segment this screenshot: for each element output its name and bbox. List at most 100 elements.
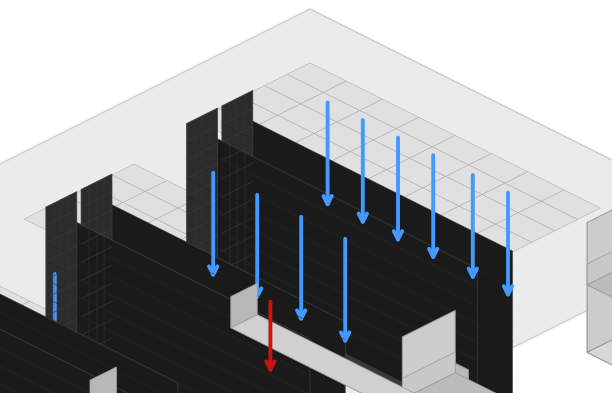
Polygon shape	[222, 272, 543, 393]
Polygon shape	[364, 170, 423, 199]
Polygon shape	[187, 290, 508, 393]
Polygon shape	[255, 115, 314, 145]
Polygon shape	[299, 301, 354, 329]
Polygon shape	[0, 9, 612, 393]
Polygon shape	[46, 374, 341, 393]
Polygon shape	[0, 290, 143, 393]
Polygon shape	[46, 197, 101, 224]
Polygon shape	[211, 279, 266, 307]
Polygon shape	[409, 147, 469, 176]
Polygon shape	[541, 190, 600, 219]
Polygon shape	[90, 367, 116, 393]
Polygon shape	[323, 81, 382, 110]
Polygon shape	[178, 263, 233, 290]
Polygon shape	[167, 235, 222, 263]
Polygon shape	[145, 246, 200, 274]
Polygon shape	[377, 199, 436, 229]
Polygon shape	[277, 312, 332, 340]
Polygon shape	[337, 110, 396, 140]
Polygon shape	[156, 208, 211, 235]
Polygon shape	[300, 92, 360, 122]
Polygon shape	[20, 357, 75, 384]
Polygon shape	[373, 129, 432, 158]
Polygon shape	[288, 274, 343, 301]
Polygon shape	[187, 108, 218, 305]
Polygon shape	[81, 189, 345, 393]
Polygon shape	[178, 197, 233, 224]
Polygon shape	[587, 259, 612, 318]
Polygon shape	[27, 384, 83, 393]
Polygon shape	[472, 224, 532, 254]
Polygon shape	[446, 165, 505, 195]
Polygon shape	[101, 202, 156, 230]
Polygon shape	[13, 329, 69, 357]
Polygon shape	[255, 323, 310, 351]
Polygon shape	[587, 264, 612, 318]
Polygon shape	[90, 241, 145, 268]
Polygon shape	[403, 352, 455, 393]
Polygon shape	[231, 283, 257, 328]
Polygon shape	[436, 206, 496, 236]
Polygon shape	[413, 217, 472, 247]
Polygon shape	[218, 97, 278, 127]
Polygon shape	[24, 208, 79, 235]
Polygon shape	[396, 117, 455, 147]
Polygon shape	[459, 195, 518, 224]
Polygon shape	[231, 315, 543, 393]
Polygon shape	[68, 186, 123, 213]
Polygon shape	[222, 307, 277, 334]
Polygon shape	[46, 192, 76, 389]
Polygon shape	[266, 285, 321, 312]
Polygon shape	[0, 341, 44, 369]
Polygon shape	[51, 373, 107, 393]
Polygon shape	[587, 196, 612, 353]
Polygon shape	[291, 134, 350, 163]
Polygon shape	[69, 332, 124, 360]
Polygon shape	[314, 122, 373, 152]
Polygon shape	[403, 310, 455, 393]
Polygon shape	[387, 158, 446, 188]
Polygon shape	[305, 163, 364, 193]
Polygon shape	[432, 136, 491, 165]
Polygon shape	[496, 213, 554, 242]
Polygon shape	[200, 252, 255, 279]
Polygon shape	[505, 172, 564, 201]
Polygon shape	[222, 106, 512, 393]
Polygon shape	[350, 140, 409, 170]
Polygon shape	[222, 90, 253, 288]
Polygon shape	[189, 290, 244, 318]
Polygon shape	[321, 290, 376, 318]
Polygon shape	[587, 238, 612, 285]
Polygon shape	[81, 174, 112, 371]
Polygon shape	[196, 108, 255, 138]
Polygon shape	[232, 127, 291, 156]
Polygon shape	[400, 188, 459, 217]
Polygon shape	[341, 181, 400, 211]
Polygon shape	[123, 191, 178, 219]
Polygon shape	[469, 154, 528, 183]
Polygon shape	[75, 360, 131, 388]
Polygon shape	[90, 175, 145, 202]
Polygon shape	[0, 353, 20, 381]
Polygon shape	[57, 224, 112, 252]
Polygon shape	[187, 123, 477, 393]
Polygon shape	[0, 325, 13, 353]
Polygon shape	[134, 219, 189, 246]
Polygon shape	[277, 246, 332, 274]
Polygon shape	[79, 213, 134, 241]
Polygon shape	[0, 298, 6, 325]
Polygon shape	[156, 274, 211, 301]
Polygon shape	[310, 263, 365, 290]
Polygon shape	[343, 279, 398, 307]
Polygon shape	[244, 230, 299, 257]
Polygon shape	[482, 183, 541, 213]
Polygon shape	[278, 104, 337, 134]
Polygon shape	[6, 301, 61, 329]
Polygon shape	[112, 164, 167, 191]
Polygon shape	[222, 241, 277, 268]
Polygon shape	[145, 180, 200, 208]
Polygon shape	[255, 257, 310, 285]
Polygon shape	[423, 176, 482, 206]
Polygon shape	[0, 369, 51, 393]
Polygon shape	[112, 230, 167, 257]
